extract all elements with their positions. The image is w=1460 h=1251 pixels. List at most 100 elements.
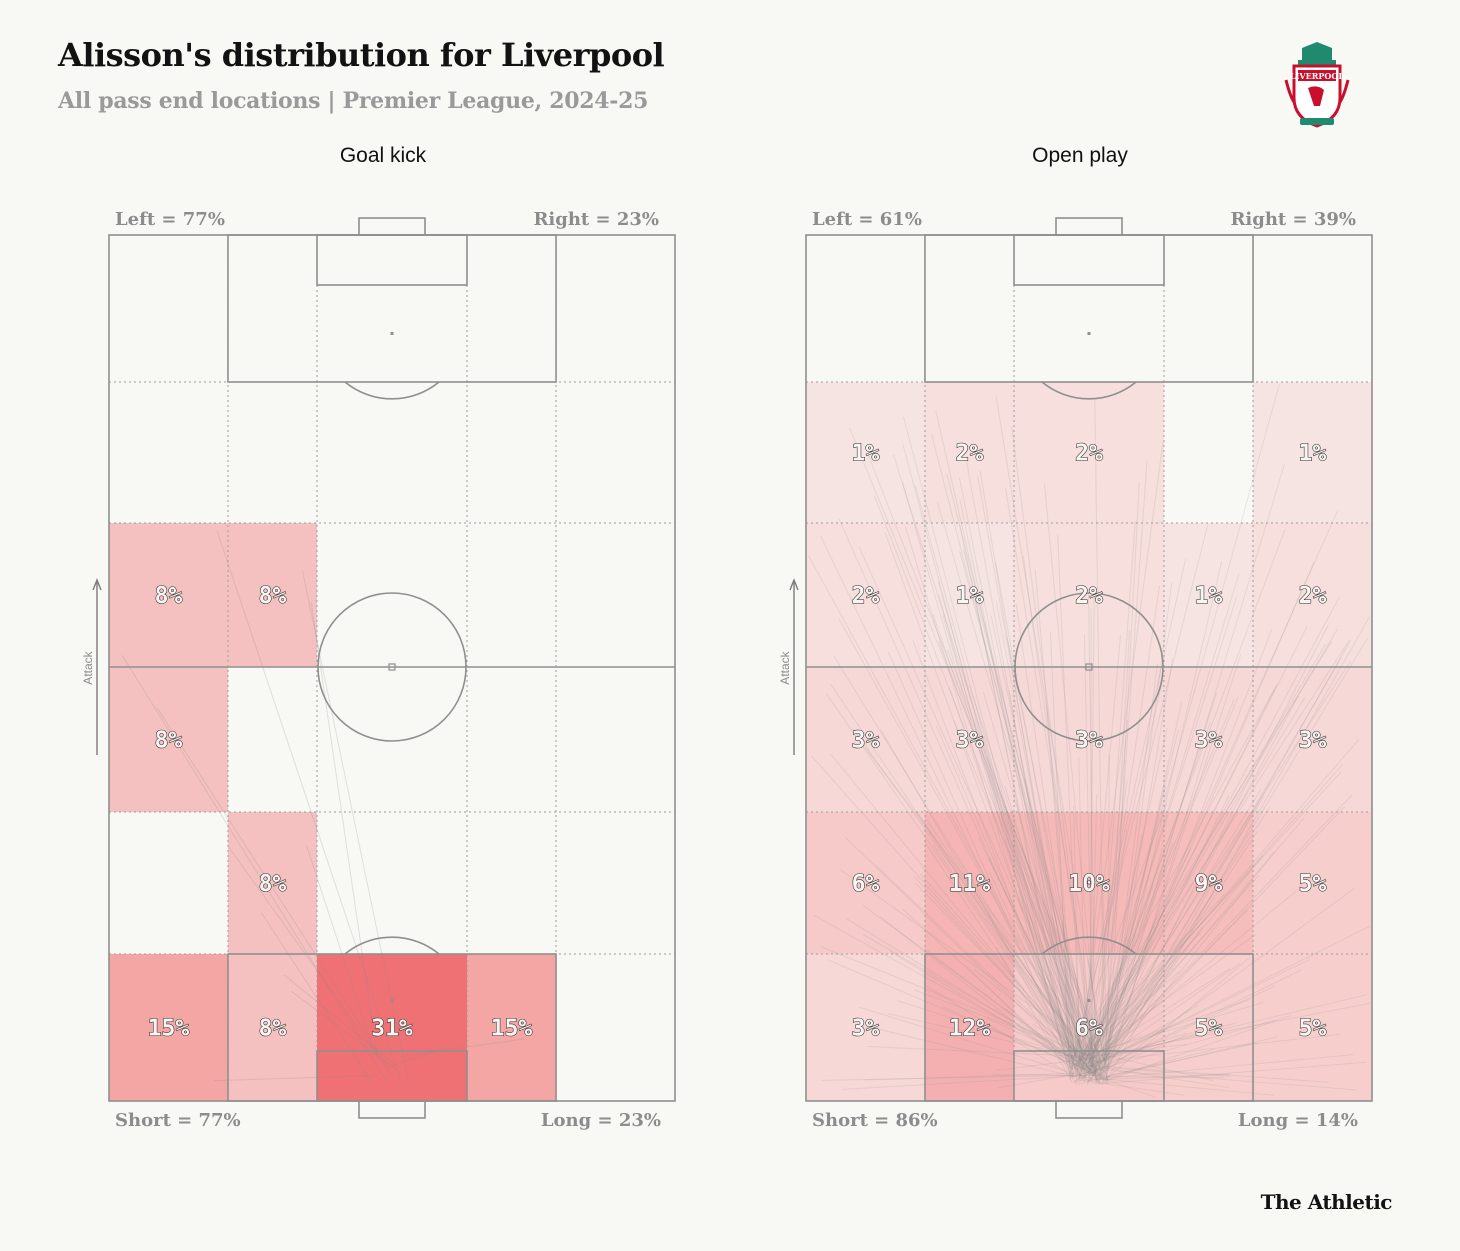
pass-arrow (942, 1006, 1102, 1077)
pass-arrow (1068, 764, 1343, 1074)
cell-value-label: 1% (1299, 441, 1327, 467)
heat-cell (1253, 667, 1372, 812)
pass-arrow (942, 614, 1073, 1058)
pass-arrow (813, 914, 1098, 1074)
heat-cell (227, 523, 318, 667)
heat-cell (1253, 812, 1372, 954)
pass-arrow (1087, 959, 1104, 1060)
cell-value-label: 15% (491, 1016, 533, 1042)
pass-arrow (1102, 560, 1223, 1074)
cell-value-label: 3% (956, 728, 984, 754)
cell-value-label: 2% (1299, 583, 1327, 609)
pass-arrow (1092, 1081, 1184, 1096)
pass-arrow (1096, 806, 1346, 1067)
penalty-arc-bottom (344, 936, 440, 955)
attack-label: Attack (81, 650, 95, 684)
pass-arrow (862, 905, 1105, 1082)
pass-arrow (1083, 596, 1238, 1082)
pass-arrow (1080, 884, 1154, 1075)
pass-arrow (1071, 972, 1166, 1077)
pass-arrow (1037, 1015, 1077, 1085)
pass-arrow (838, 518, 1084, 1068)
panel-title: Open play (1032, 144, 1128, 167)
pass-arrow (1086, 998, 1252, 1057)
pass-arrow (1098, 1042, 1258, 1079)
centre-circle (1014, 592, 1164, 742)
pass-arrow (1073, 1067, 1357, 1091)
pass-arrow (1076, 770, 1343, 1059)
pass-arrow (1043, 483, 1100, 1056)
pass-arrow (913, 876, 1093, 1071)
pass-arrow (228, 847, 391, 1074)
pass-arrow (1100, 887, 1355, 1075)
penalty-arc-bottom (1041, 936, 1137, 955)
pass-arrow (1073, 909, 1248, 1083)
goal-top (1055, 217, 1123, 236)
pass-arrow (1061, 1041, 1094, 1072)
pass-arrow (1088, 585, 1161, 1057)
pass-arrow (1105, 731, 1213, 1080)
pass-arrow (1086, 780, 1128, 1062)
pass-arrow (995, 600, 1084, 1065)
heat-cell (317, 954, 467, 1101)
pass-arrow (1015, 920, 1084, 1072)
heat-cell (466, 954, 557, 1101)
penalty-spot-top (390, 332, 394, 335)
pass-arrow (156, 707, 388, 1066)
heat-cell (1163, 812, 1254, 954)
pass-arrow (995, 396, 1108, 1079)
pass-arrow (884, 532, 1083, 1071)
pass-arrow (310, 603, 379, 1064)
pass-arrow (1071, 640, 1333, 1059)
pass-arrow (964, 964, 1073, 1070)
pass-arrow (260, 912, 373, 1083)
pass-arrow (1006, 637, 1098, 1085)
pass-arrow (1037, 1040, 1092, 1074)
cell-value-label: 2% (852, 583, 880, 609)
pass-arrow (1069, 927, 1157, 1079)
pitch-open-play: Open play 1% 2% 2% 1% 2% 1% 2% 1% 2% 3% 3% 3% 3% 3% 6% 1… (778, 144, 1373, 1131)
pass-arrow (958, 477, 1076, 1056)
pass-arrow (980, 749, 1104, 1076)
heat-cell (806, 382, 925, 523)
pass-arrow (888, 1013, 1102, 1063)
pass-arrow (901, 481, 1073, 1074)
pass-arrow (925, 948, 1082, 1069)
pass-arrow (1077, 889, 1298, 1071)
heat-cell (227, 954, 318, 1101)
cell-value-label: 11% (949, 871, 991, 897)
heat-cell (109, 523, 228, 667)
cell-value-label: 1% (852, 441, 880, 467)
pass-arrow (1034, 569, 1078, 1056)
pass-arrow (1018, 890, 1098, 1074)
centre-spot (1085, 663, 1093, 671)
pass-arrow (1093, 1036, 1278, 1082)
heat-cell (1253, 382, 1372, 523)
pass-arrow (920, 874, 1109, 1085)
pass-arrow (1074, 1054, 1354, 1082)
pass-arrow (1101, 625, 1329, 1068)
pass-arrow (1088, 969, 1302, 1075)
heat-cell (924, 812, 1015, 954)
pass-arrow (1107, 994, 1367, 1058)
pass-arrow (1099, 831, 1258, 1074)
cell-value-label: 8% (259, 871, 287, 897)
pass-arrow (1082, 629, 1338, 1058)
cell-value-label: 1% (1195, 583, 1223, 609)
heat-cell (806, 523, 925, 667)
cell-value-label: 6% (1075, 1016, 1103, 1042)
pass-arrow (1083, 634, 1094, 1068)
pass-arrow (962, 548, 1104, 1079)
pass-arrow (807, 555, 1097, 1080)
pass-arrow (1070, 524, 1209, 1070)
pass-arrow (1005, 1008, 1097, 1078)
pass-arrow (1107, 754, 1110, 1059)
pass-arrow (1086, 727, 1168, 1085)
pass-arrow (820, 535, 1081, 1076)
pass-arrow (1091, 795, 1230, 1077)
pass-arrow (1072, 893, 1225, 1059)
pass-arrow (1068, 803, 1168, 1062)
pass-arrow (973, 968, 1086, 1060)
penalty-spot-bottom (390, 999, 394, 1002)
